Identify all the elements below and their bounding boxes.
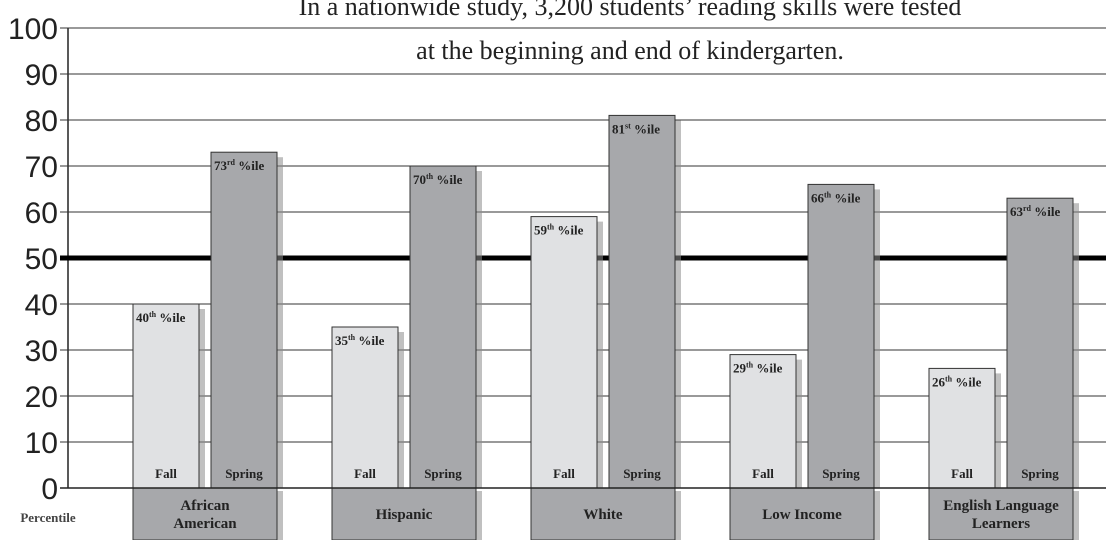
bar-hispanic-spring [409, 165, 477, 489]
bar-white-spring [608, 114, 676, 489]
category-label-english-language-learners-line-2: Learners [972, 516, 1030, 532]
bar-season-label-low-income-spring: Spring [822, 466, 860, 481]
y-axis-label: Percentile [20, 510, 76, 525]
y-tick-label-0: 0 [41, 473, 58, 506]
bar-season-label-african-american-spring: Spring [225, 466, 263, 481]
bar-english-language-learners-fall [928, 367, 996, 489]
bar-season-label-african-american-fall: Fall [155, 466, 177, 481]
bar-hispanic-fall [331, 326, 399, 489]
category-box-african-american [132, 487, 278, 540]
category-box-hispanic [331, 487, 477, 540]
y-tick-label-30: 30 [25, 335, 58, 368]
bar-season-label-white-fall: Fall [553, 466, 575, 481]
bar-english-language-learners-spring [1006, 197, 1074, 489]
bar-season-label-hispanic-fall: Fall [354, 466, 376, 481]
chart-title-line-2: at the beginning and end of kindergarten… [416, 36, 844, 65]
y-tick-label-60: 60 [25, 197, 58, 230]
bar-season-label-english-language-learners-fall: Fall [951, 466, 973, 481]
y-tick-label-100: 100 [8, 13, 58, 46]
bar-value-label-low-income-spring: 66th %ile [811, 190, 861, 205]
y-tick-label-70: 70 [25, 151, 58, 184]
category-label-african-american-line-1: African [180, 498, 230, 514]
category-label-hispanic-line-1: Hispanic [376, 507, 433, 523]
bar-season-label-hispanic-spring: Spring [424, 466, 462, 481]
y-tick-label-90: 90 [25, 59, 58, 92]
bar-value-label-white-fall: 59th %ile [534, 223, 584, 238]
bar-african-american-spring [210, 151, 278, 489]
category-label-low-income-line-1: Low Income [762, 507, 842, 523]
bar-african-american-fall [132, 303, 200, 489]
category-label-white-line-1: White [583, 507, 623, 523]
bar-value-label-english-language-learners-fall: 26th %ile [932, 374, 982, 389]
y-tick-label-10: 10 [25, 427, 58, 460]
bar-value-label-hispanic-fall: 35th %ile [335, 333, 385, 348]
bar-season-label-english-language-learners-spring: Spring [1021, 466, 1059, 481]
bar-value-label-hispanic-spring: 70th %ile [413, 172, 463, 187]
bar-white-fall [530, 216, 598, 489]
chart-title-line-1: In a nationwide study, 3,200 students’ r… [298, 0, 962, 21]
bar-season-label-white-spring: Spring [623, 466, 661, 481]
bar-value-label-english-language-learners-spring: 63rd %ile [1010, 204, 1060, 219]
y-tick-label-50: 50 [25, 243, 58, 276]
category-label-african-american-line-2: American [173, 516, 237, 532]
bar-low-income-spring [807, 183, 875, 489]
bar-value-label-low-income-fall: 29th %ile [733, 361, 783, 376]
bar-value-label-african-american-fall: 40th %ile [136, 310, 186, 325]
y-tick-label-20: 20 [25, 381, 58, 414]
bar-season-label-low-income-fall: Fall [752, 466, 774, 481]
bar-low-income-fall [729, 354, 797, 489]
y-tick-label-80: 80 [25, 105, 58, 138]
bar-value-label-african-american-spring: 73rd %ile [214, 158, 264, 173]
category-box-english-language-learners [928, 487, 1074, 540]
bar-value-label-white-spring: 81st %ile [612, 121, 660, 136]
category-label-english-language-learners-line-1: English Language [943, 498, 1059, 514]
y-tick-label-40: 40 [25, 289, 58, 322]
